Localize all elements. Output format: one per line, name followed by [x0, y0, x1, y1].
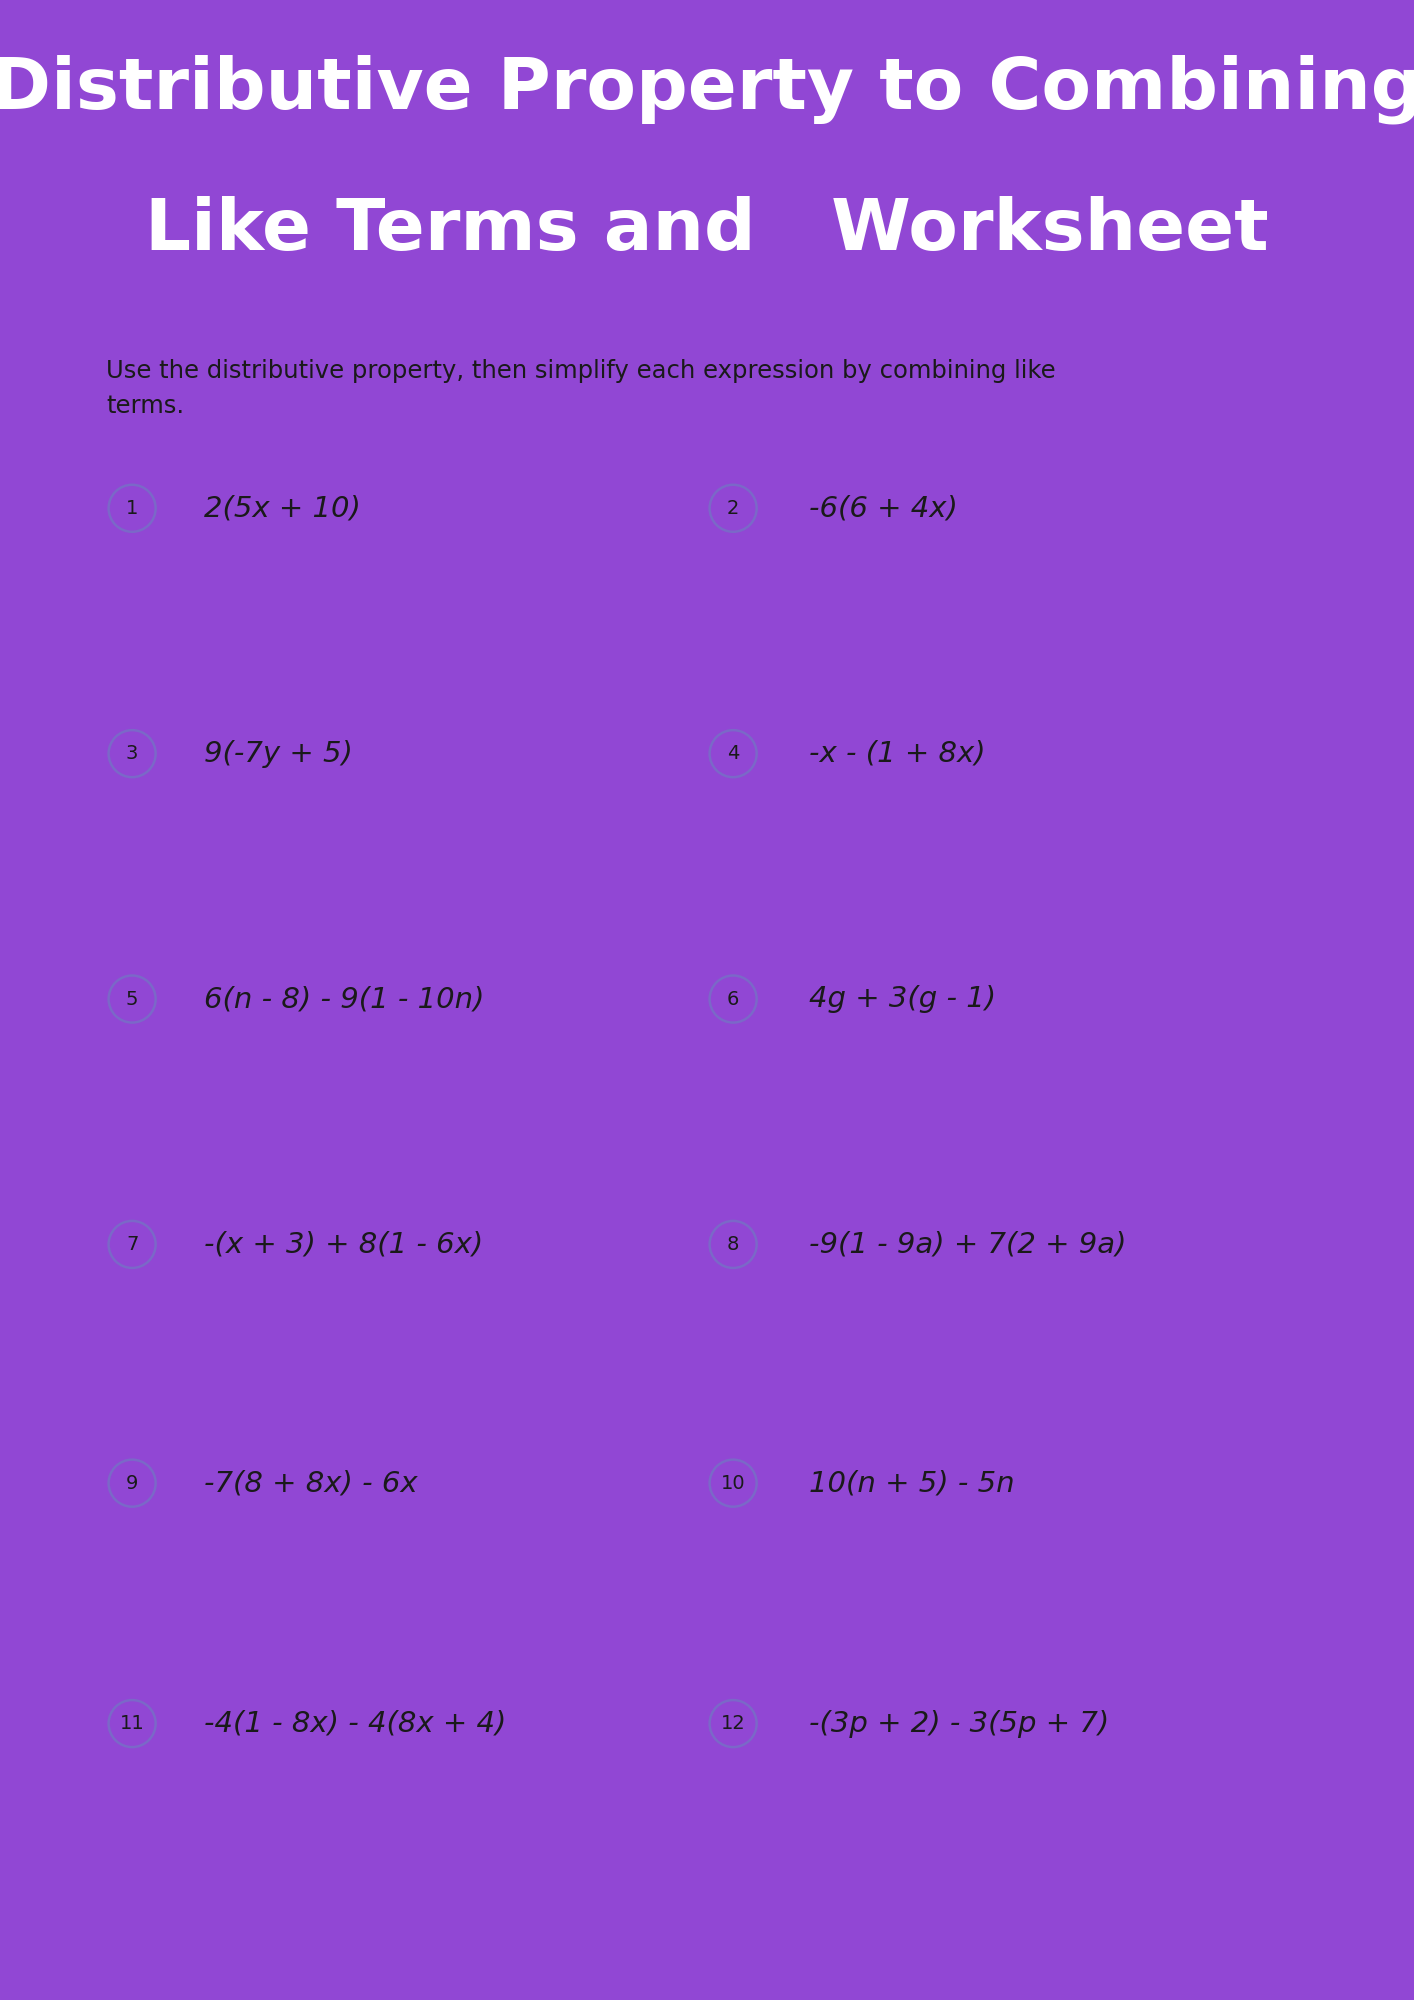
Text: 5: 5: [126, 990, 139, 1008]
Text: 9: 9: [126, 1474, 139, 1492]
Text: -6(6 + 4x): -6(6 + 4x): [809, 494, 957, 522]
Text: 7: 7: [126, 1234, 139, 1254]
Text: 3: 3: [126, 744, 139, 764]
Text: 6: 6: [727, 990, 740, 1008]
Text: 12: 12: [721, 1714, 745, 1734]
Text: 2: 2: [727, 498, 740, 518]
Text: 2(5x + 10): 2(5x + 10): [204, 494, 361, 522]
Text: -4(1 - 8x) - 4(8x + 4): -4(1 - 8x) - 4(8x + 4): [204, 1710, 506, 1738]
Text: 10: 10: [721, 1474, 745, 1492]
Text: 1: 1: [126, 498, 139, 518]
Text: Distributive Property to Combining: Distributive Property to Combining: [0, 54, 1414, 124]
Text: 11: 11: [120, 1714, 144, 1734]
Text: 6(n - 8) - 9(1 - 10n): 6(n - 8) - 9(1 - 10n): [204, 986, 485, 1014]
Text: 10(n + 5) - 5n: 10(n + 5) - 5n: [809, 1470, 1014, 1498]
Text: -(x + 3) + 8(1 - 6x): -(x + 3) + 8(1 - 6x): [204, 1230, 484, 1258]
Text: 4: 4: [727, 744, 740, 764]
Text: 9(-7y + 5): 9(-7y + 5): [204, 740, 354, 768]
Text: -(3p + 2) - 3(5p + 7): -(3p + 2) - 3(5p + 7): [809, 1710, 1109, 1738]
Text: Like Terms and   Worksheet: Like Terms and Worksheet: [146, 196, 1268, 266]
Text: Use the distributive property, then simplify each expression by combining like
t: Use the distributive property, then simp…: [106, 360, 1056, 418]
Text: -7(8 + 8x) - 6x: -7(8 + 8x) - 6x: [204, 1470, 417, 1498]
Text: 8: 8: [727, 1234, 740, 1254]
Text: -9(1 - 9a) + 7(2 + 9a): -9(1 - 9a) + 7(2 + 9a): [809, 1230, 1127, 1258]
Text: -x - (1 + 8x): -x - (1 + 8x): [809, 740, 986, 768]
Text: 4g + 3(g - 1): 4g + 3(g - 1): [809, 986, 995, 1014]
